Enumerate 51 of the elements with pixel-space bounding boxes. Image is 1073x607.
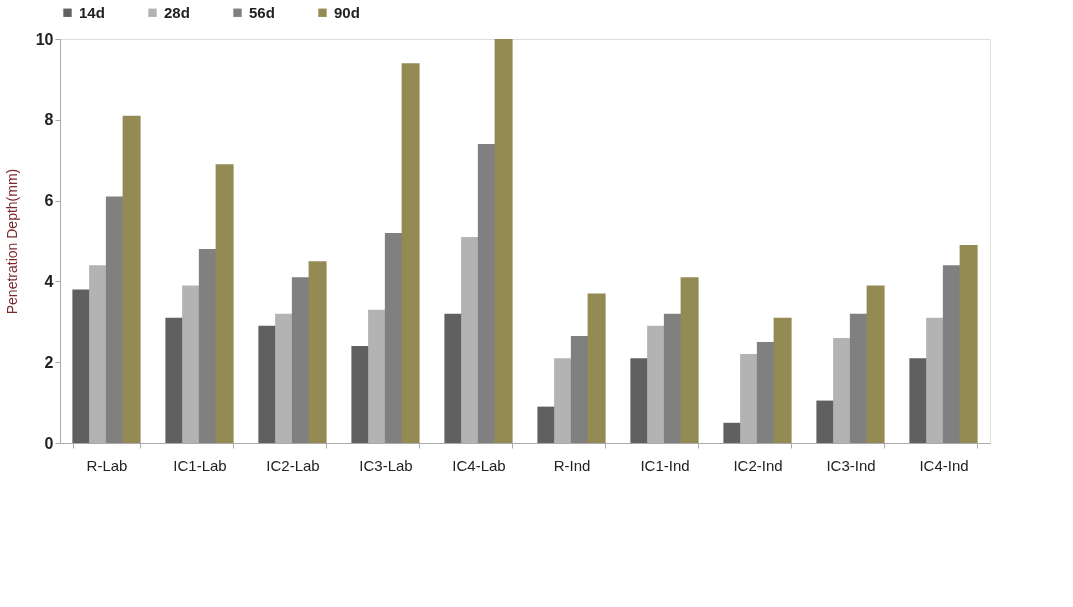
bar bbox=[680, 277, 699, 443]
x-tick-label: IC1-Lab bbox=[173, 456, 227, 474]
bar bbox=[122, 115, 141, 443]
bar bbox=[444, 313, 463, 443]
bar bbox=[537, 406, 556, 443]
bar bbox=[866, 285, 885, 443]
x-tick-label: IC4-Ind bbox=[919, 456, 969, 474]
bar bbox=[494, 39, 513, 443]
legend-label: 28d bbox=[164, 3, 190, 21]
x-tick-label: IC3-Lab bbox=[359, 456, 413, 474]
bar bbox=[959, 245, 978, 443]
bar bbox=[384, 232, 403, 443]
bar bbox=[308, 261, 327, 443]
y-tick-label: 4 bbox=[44, 272, 54, 290]
bar bbox=[72, 289, 91, 443]
y-tick-label: 6 bbox=[44, 192, 54, 210]
bar bbox=[215, 164, 234, 443]
bar bbox=[258, 325, 277, 443]
x-tick-label: IC2-Lab bbox=[266, 456, 320, 474]
bar bbox=[663, 313, 682, 443]
x-tick-label: R-Ind bbox=[553, 456, 591, 474]
bar bbox=[942, 265, 961, 443]
legend-label: 90d bbox=[334, 3, 360, 21]
bar bbox=[756, 342, 775, 443]
y-axis-title: Penetration Depth(mm) bbox=[3, 168, 20, 315]
bar bbox=[198, 249, 217, 443]
x-tick-label: IC4-Lab bbox=[452, 456, 506, 474]
x-tick-label: R-Lab bbox=[86, 456, 128, 474]
y-tick-label: 2 bbox=[44, 353, 54, 371]
bar bbox=[351, 346, 370, 443]
bar bbox=[909, 358, 928, 443]
bar bbox=[723, 422, 742, 443]
bar bbox=[570, 335, 589, 443]
bar bbox=[401, 63, 420, 443]
x-tick-label: IC1-Ind bbox=[640, 456, 690, 474]
legend-label: 56d bbox=[249, 3, 275, 21]
bar bbox=[849, 313, 868, 443]
y-tick-label: 0 bbox=[44, 434, 54, 452]
bar bbox=[816, 400, 835, 443]
bar bbox=[587, 293, 606, 443]
bar bbox=[477, 144, 496, 443]
y-tick-label: 10 bbox=[35, 30, 54, 48]
bar bbox=[165, 317, 184, 443]
bar bbox=[630, 358, 649, 443]
x-tick-label: IC2-Ind bbox=[733, 456, 783, 474]
bar bbox=[105, 196, 124, 443]
x-tick-label: IC3-Ind bbox=[826, 456, 876, 474]
y-tick-label: 8 bbox=[44, 111, 54, 129]
legend-label: 14d bbox=[79, 3, 105, 21]
bar bbox=[773, 317, 792, 443]
bar bbox=[291, 277, 310, 443]
